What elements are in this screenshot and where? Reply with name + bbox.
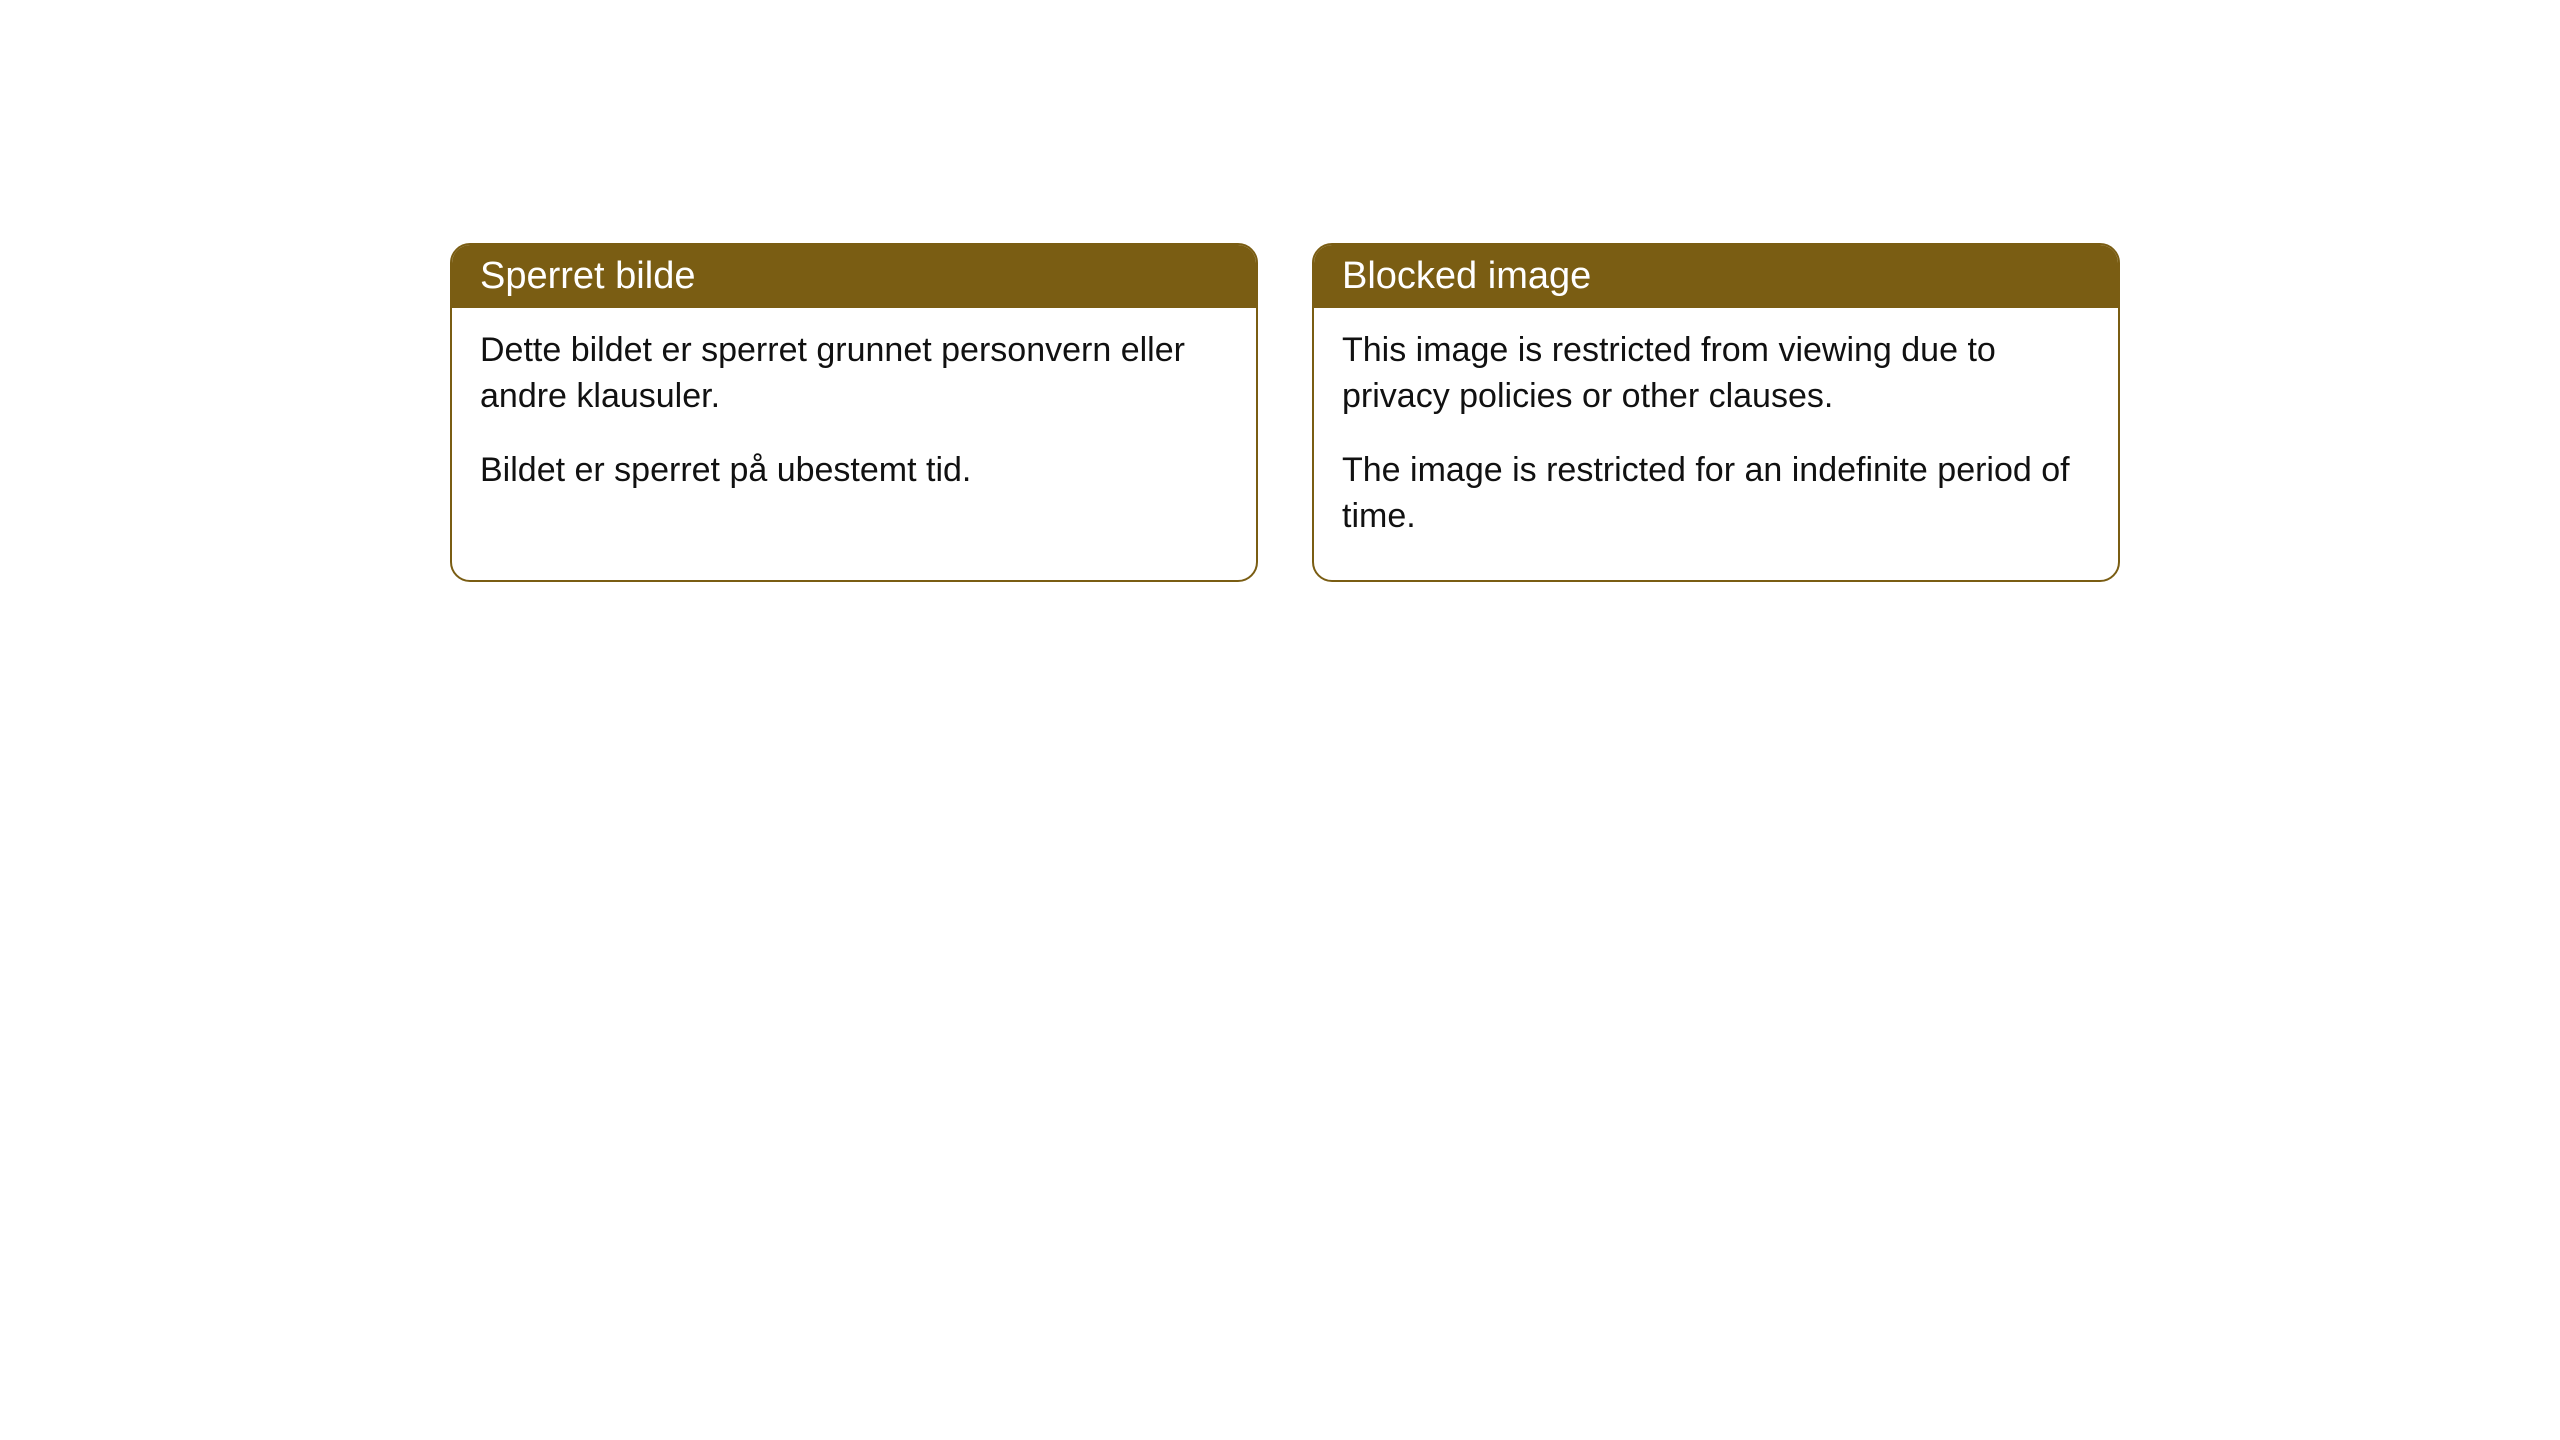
card-body: This image is restricted from viewing du… — [1314, 308, 2118, 580]
notice-card-norwegian: Sperret bilde Dette bildet er sperret gr… — [450, 243, 1258, 582]
card-paragraph: Dette bildet er sperret grunnet personve… — [480, 328, 1228, 420]
card-paragraph: Bildet er sperret på ubestemt tid. — [480, 448, 1228, 494]
notice-card-english: Blocked image This image is restricted f… — [1312, 243, 2120, 582]
card-paragraph: This image is restricted from viewing du… — [1342, 328, 2090, 420]
card-title: Sperret bilde — [480, 255, 695, 297]
card-body: Dette bildet er sperret grunnet personve… — [452, 308, 1256, 534]
card-paragraph: The image is restricted for an indefinit… — [1342, 448, 2090, 540]
card-header: Blocked image — [1314, 245, 2118, 308]
notice-cards-container: Sperret bilde Dette bildet er sperret gr… — [450, 243, 2120, 582]
card-title: Blocked image — [1342, 255, 1591, 297]
card-header: Sperret bilde — [452, 245, 1256, 308]
